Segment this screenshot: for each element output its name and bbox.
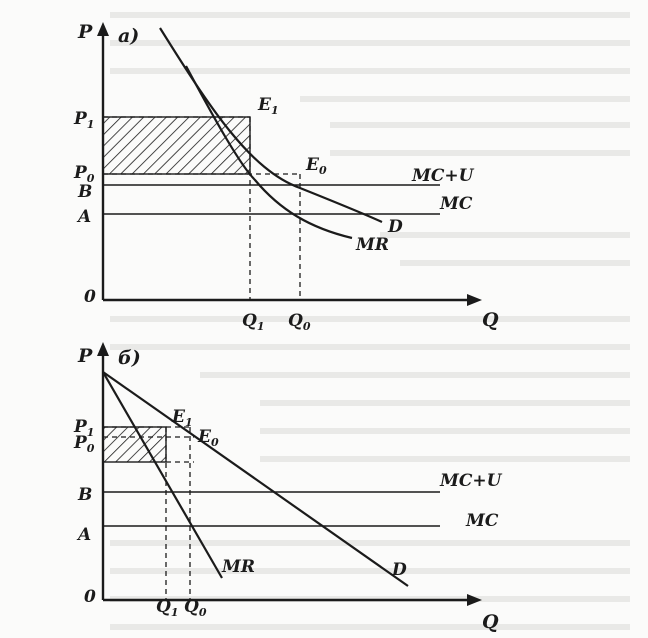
a-label-b: A [76, 525, 91, 545]
panel-b [97, 342, 482, 606]
background-text [110, 12, 630, 630]
mc-u-label-a: MC+U [411, 166, 475, 186]
x-axis-arrow-b [467, 594, 482, 606]
profit-area-a [102, 116, 251, 175]
axis-q-label-a: Q [482, 309, 499, 331]
e1-label-a: E1 [257, 95, 279, 117]
axis-q-label-b: Q [482, 611, 499, 633]
q0-label-a: Q0 [288, 311, 311, 333]
axis-p-label-a: P [77, 21, 93, 43]
origin-label-a: 0 [84, 287, 96, 307]
mc-label-b: MC [465, 511, 499, 531]
p1-label-a: P1 [73, 109, 94, 131]
origin-label-b: 0 [84, 587, 96, 607]
d-label-b: D [391, 560, 407, 580]
a-label-a: A [76, 207, 91, 227]
x-axis-arrow-a [467, 294, 482, 306]
axis-p-label-b: P [77, 345, 93, 367]
p0-label-b: P0 [73, 433, 95, 455]
e0-label-a: E0 [305, 155, 327, 177]
y-axis-arrow-b [97, 342, 109, 356]
q1-label-b: Q1 [156, 597, 178, 619]
panel-tag-b: б) [118, 347, 141, 369]
panel-tag-a: а) [118, 25, 139, 47]
mr-label-b: MR [221, 557, 255, 577]
profit-area-b [102, 426, 167, 463]
b-label-b: B [77, 485, 92, 505]
p0-label-a: P0 [73, 163, 95, 185]
y-axis-arrow-a [97, 22, 109, 36]
mc-label-a: MC [439, 194, 473, 214]
e0-label-b: E0 [197, 427, 219, 449]
mr-label-a: MR [355, 235, 389, 255]
demand-line-b [102, 371, 409, 587]
mr-line-b [102, 371, 223, 579]
p1-label-b: P1 [73, 417, 94, 439]
labels-b: P б) P1 P0 B A 0 E1 E0 MC+U MC D MR Q1 Q… [73, 345, 503, 633]
q1-label-a: Q1 [242, 311, 264, 333]
e1-label-b: E1 [171, 407, 193, 429]
b-label-a: B [77, 182, 92, 202]
d-label-a: D [387, 217, 403, 237]
mr-curve-a [185, 65, 353, 240]
labels-a: P а) P1 P0 B A 0 E1 E0 MC+U MC D MR Q1 Q… [73, 21, 499, 333]
panel-a [97, 22, 482, 306]
q0-label-b: Q0 [184, 597, 207, 619]
mc-u-label-b: MC+U [439, 471, 503, 491]
